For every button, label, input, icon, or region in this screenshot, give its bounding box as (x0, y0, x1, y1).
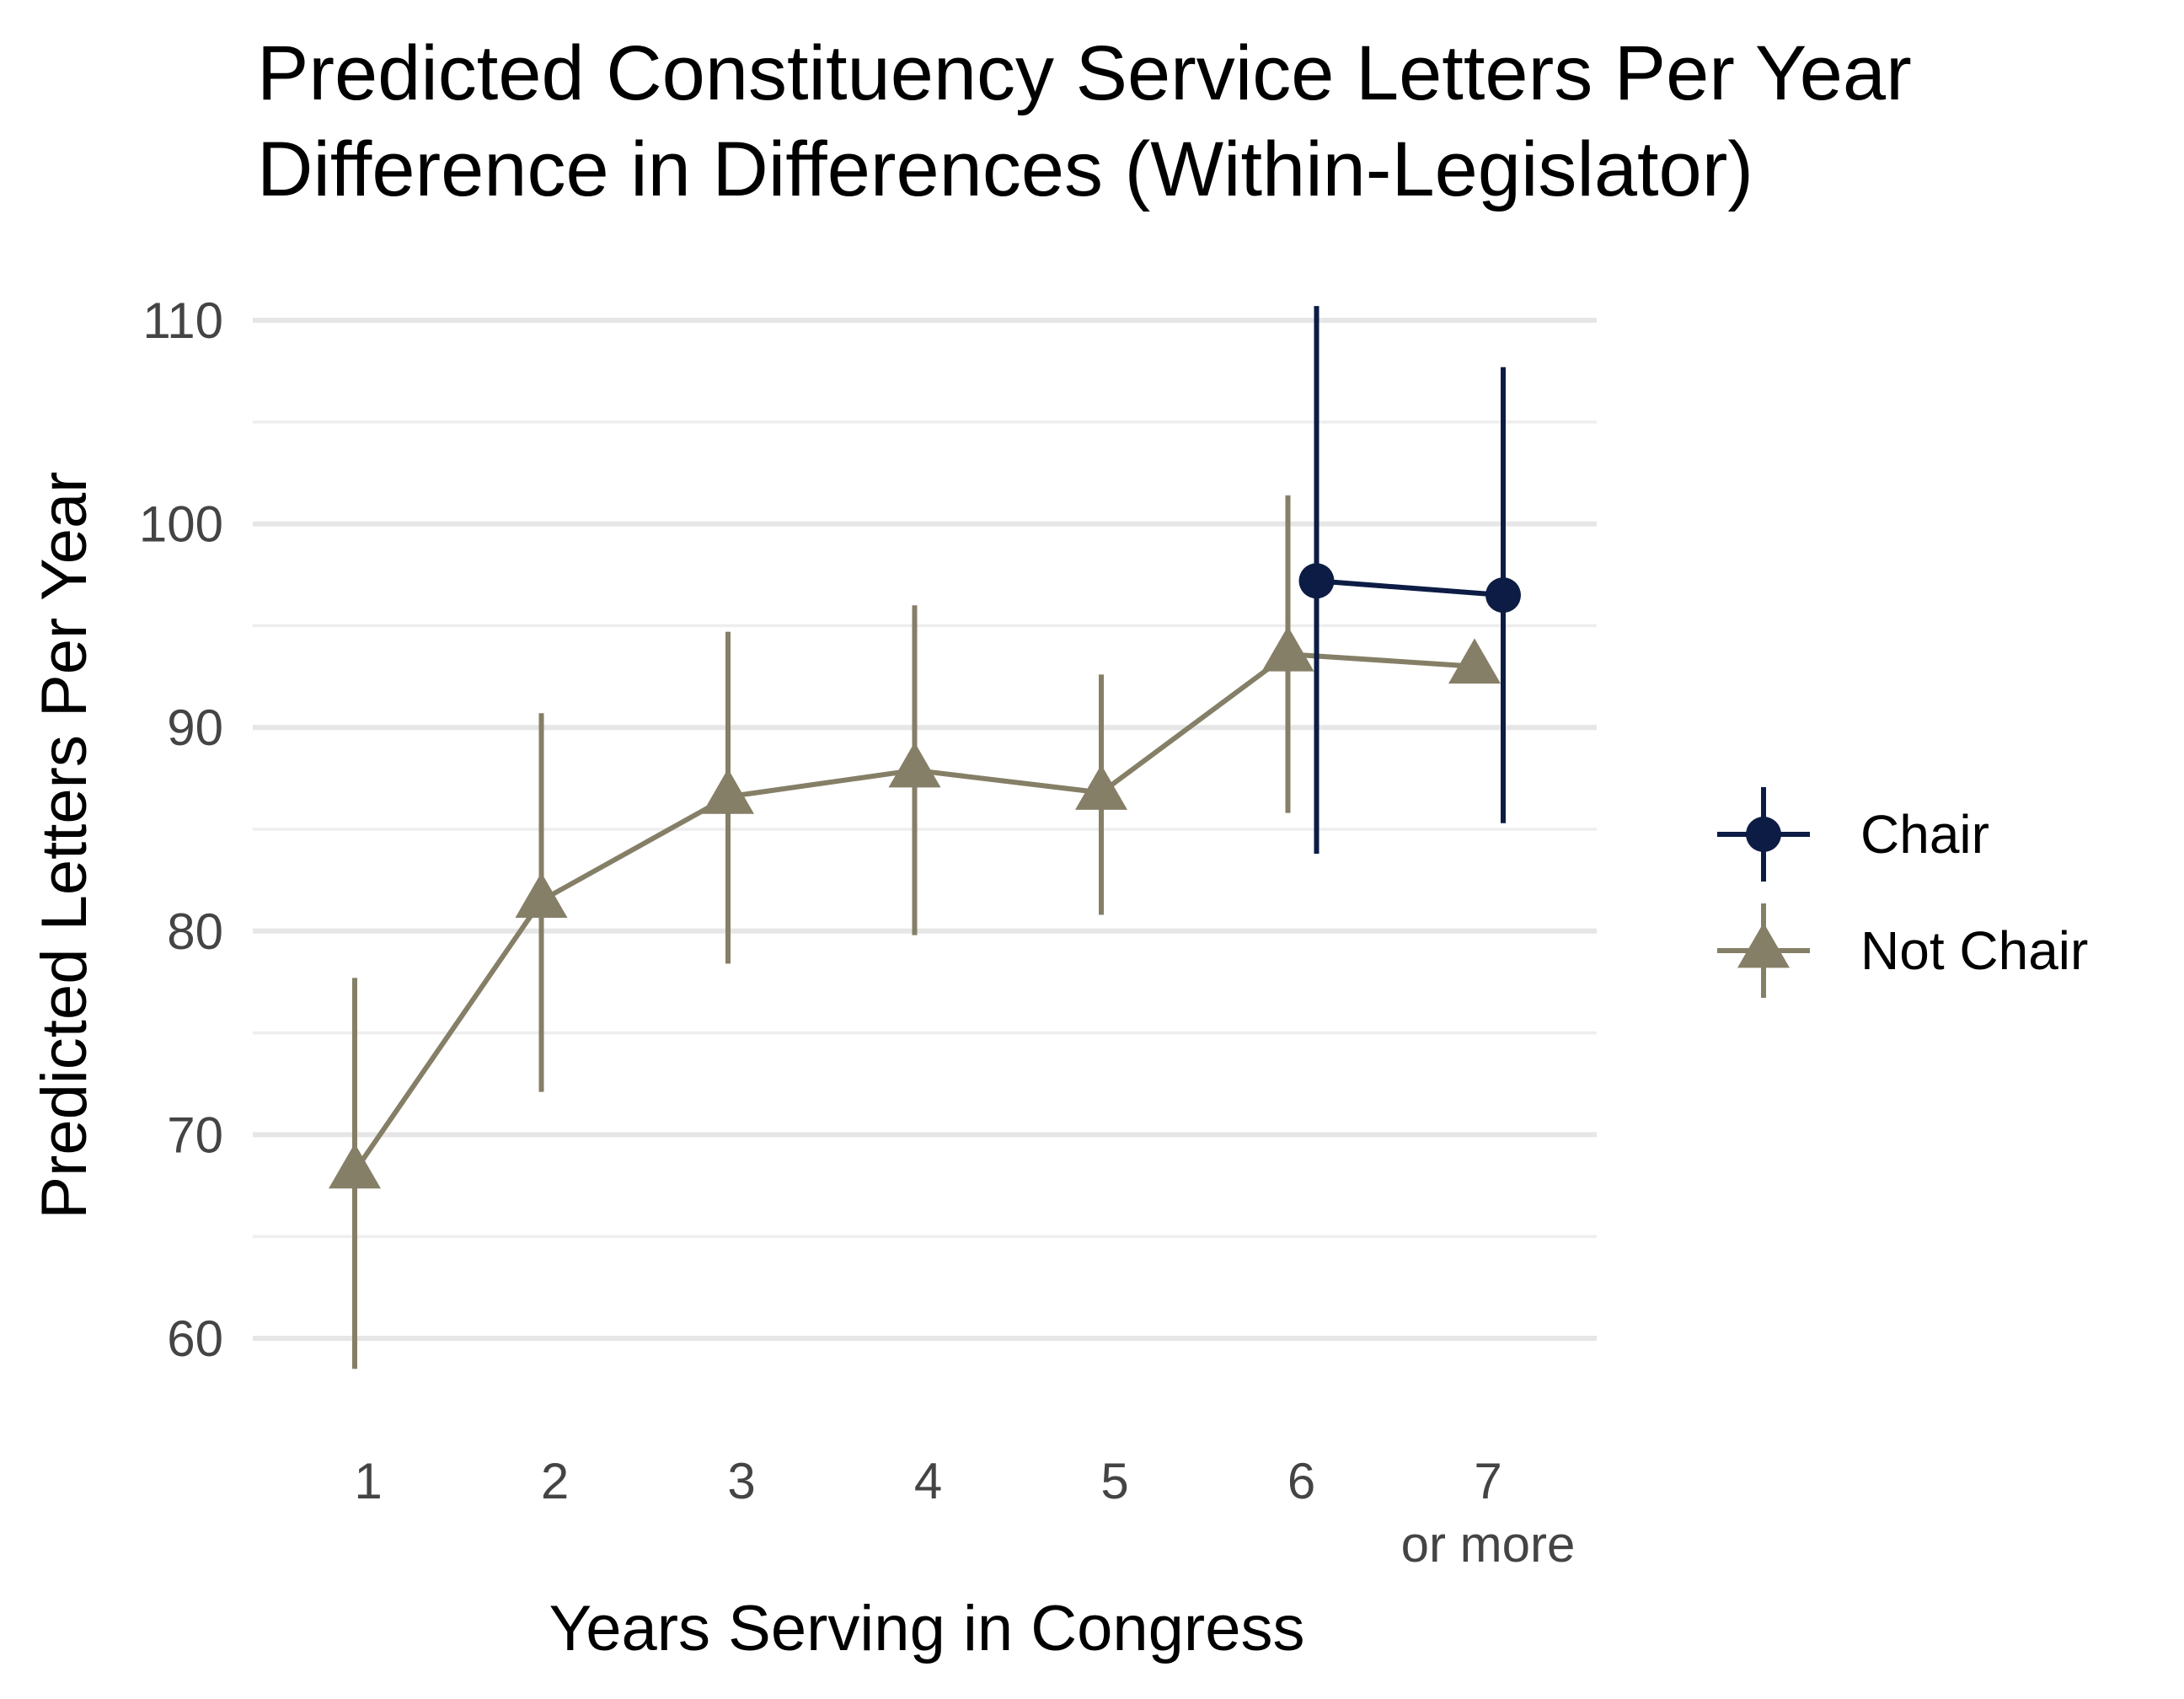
x-tick-label-2: 2 (541, 1453, 569, 1509)
point-6 (1261, 625, 1314, 672)
x-tick-label-7: 7 (1474, 1453, 1502, 1509)
plot-series (329, 306, 1521, 1369)
x-tick-label-1: 1 (354, 1453, 382, 1509)
chart-title-line-1: Predicted Constituency Service Letters P… (257, 30, 1912, 116)
legend-label: Chair (1860, 804, 1989, 865)
y-tick-label-90: 90 (167, 699, 223, 756)
legend: Chair Not Chair (1717, 787, 2088, 998)
y-tick-labels: 60 70 80 90 100 110 (139, 292, 223, 1367)
point-6 (1298, 563, 1335, 599)
x-tick-label-5: 5 (1100, 1453, 1128, 1509)
point-2 (515, 872, 568, 918)
y-tick-label-80: 80 (167, 903, 223, 960)
series-line (1316, 578, 1504, 598)
x-tick-label-4: 4 (914, 1453, 942, 1509)
legend-item-chair: Chair (1717, 787, 1989, 882)
y-tick-label-70: 70 (167, 1107, 223, 1163)
series-not-chair (329, 495, 1501, 1369)
point-7 (1485, 577, 1521, 614)
y-tick-label-60: 60 (167, 1310, 223, 1367)
x-tick-labels: 1 2 3 4 5 6 7 or more (354, 1453, 1575, 1573)
grid-lines (253, 318, 1597, 1341)
x-axis-title: Years Serving in Congress (549, 1593, 1304, 1664)
point-1 (329, 1143, 381, 1189)
legend-item-not-chair: Not Chair (1717, 903, 2088, 998)
x-tick-sublabel-7: or more (1401, 1516, 1576, 1573)
legend-marker (1746, 817, 1781, 852)
point-5 (1075, 764, 1127, 810)
point-3 (702, 769, 754, 814)
chart-title: Predicted Constituency Service Letters P… (257, 30, 1912, 212)
y-axis-title: Predicted Letters Per Year (29, 471, 100, 1219)
chart-title-line-2: Difference in Differences (Within-Legisl… (257, 126, 1753, 212)
point-4 (888, 742, 941, 788)
series-chair (1298, 306, 1521, 854)
point-7 (1448, 638, 1501, 684)
legend-label: Not Chair (1860, 920, 2088, 981)
legend-marker (1737, 922, 1790, 968)
y-tick-label-100: 100 (139, 496, 223, 553)
y-tick-label-110: 110 (142, 292, 223, 349)
x-tick-label-3: 3 (727, 1453, 755, 1509)
x-tick-label-6: 6 (1287, 1453, 1315, 1509)
